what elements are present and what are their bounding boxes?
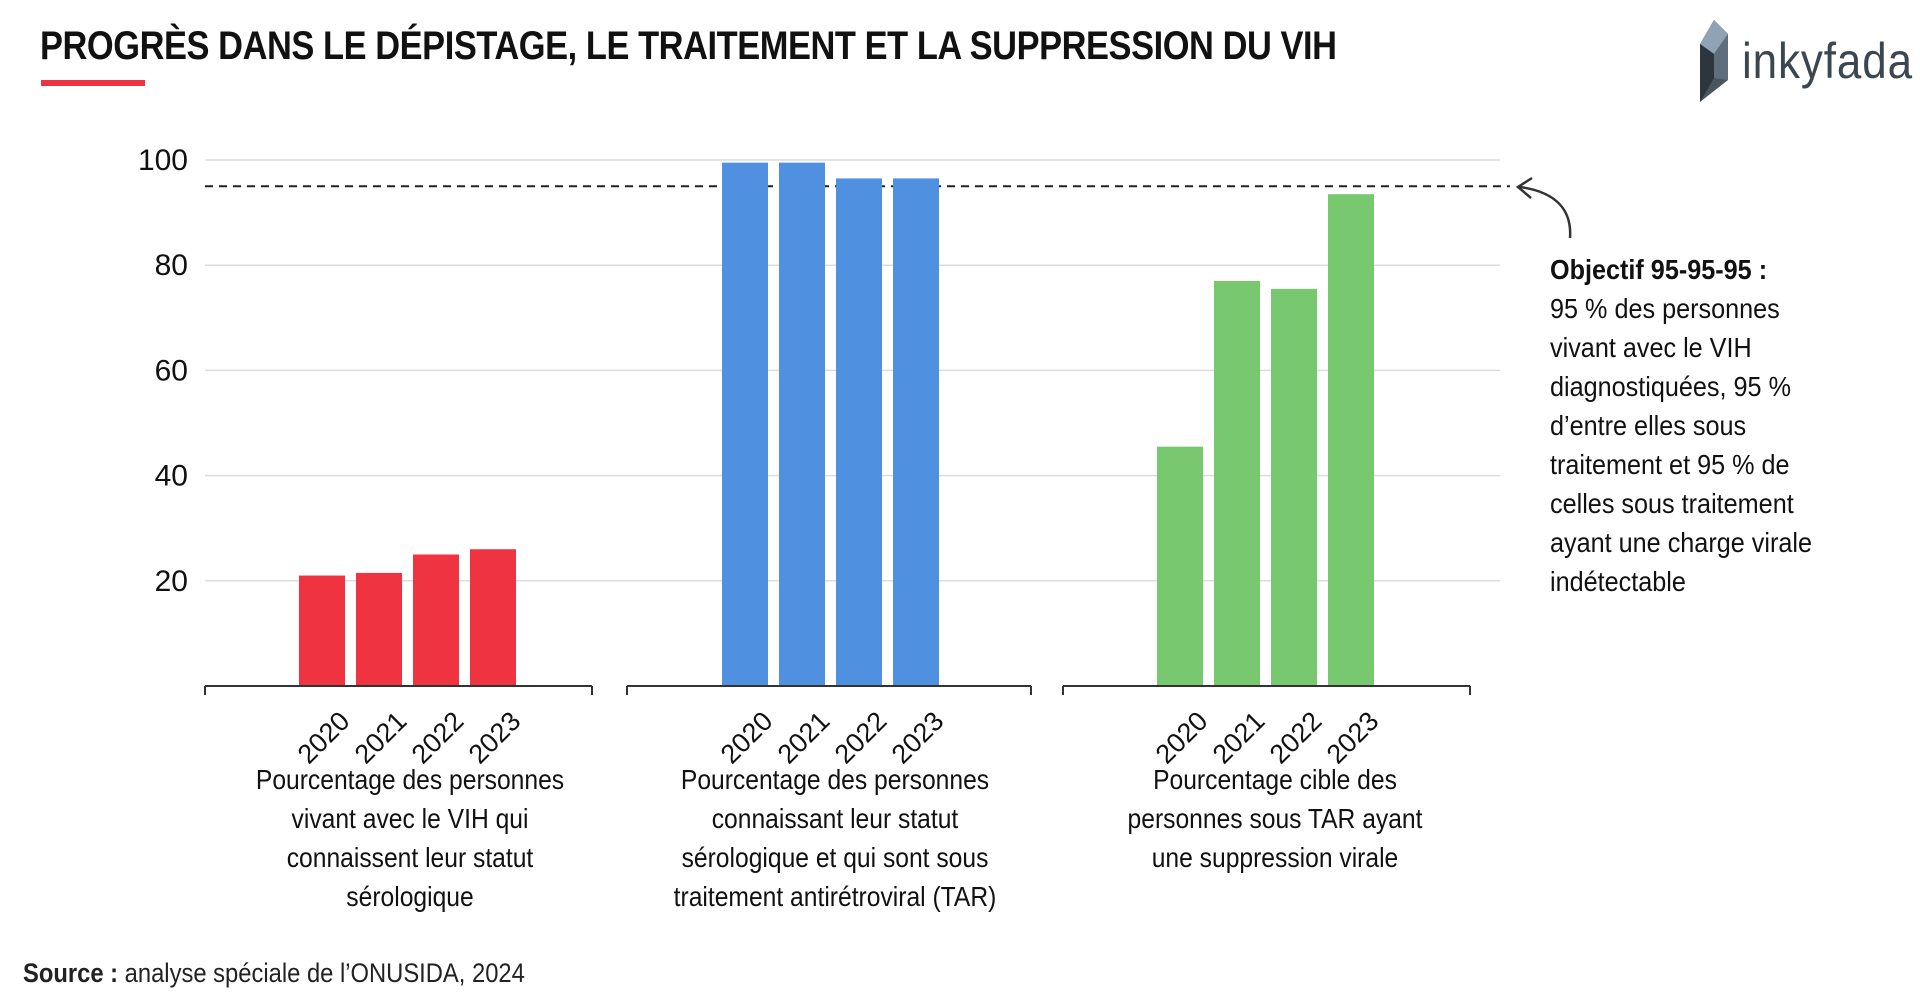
bar-group2-2020 [722,162,768,686]
annotation-body: 95 % des personnes vivant avec le VIH di… [1550,293,1812,597]
group-label-1: Pourcentage des personnes vivant avec le… [255,764,565,912]
bar-group2-2021 [779,162,825,686]
y-tick-label-40: 40 [155,460,188,493]
annotation-title: Objectif 95-95-95 : [1550,254,1768,285]
annotation-arrowhead-icon [1515,176,1533,199]
bar-group3-2023 [1328,194,1374,686]
bar-group2-2022 [836,178,882,686]
bar-layer [299,162,1374,686]
bar-group3-2020 [1157,446,1203,686]
logo-text: inkyfada [1742,33,1913,89]
title-underline [41,80,145,86]
bar-group1-2020 [299,575,345,686]
source-label: Source : [23,958,119,988]
y-tick-label-20: 20 [155,565,188,598]
group-label-3: Pourcentage cible des personnes sous TAR… [1127,764,1423,873]
source-text: analyse spéciale de l’ONUSIDA, 2024 [118,958,525,988]
source-note: Source : analyse spéciale de l’ONUSIDA, … [23,958,525,989]
y-tick-label-100: 100 [138,144,188,177]
y-tick-label-60: 60 [155,354,188,387]
logo-mark-icon [1700,20,1728,102]
annotation-layer [1515,176,1572,239]
chart-title: PROGRÈS DANS LE DÉPISTAGE, LE TRAITEMENT… [40,24,1337,68]
bar-group2-2023 [893,178,939,686]
bar-group1-2022 [413,554,459,686]
inkyfada-logo: inkyfada [1700,20,1920,102]
bar-group1-2021 [356,572,402,686]
annotation-arrow [1519,185,1572,239]
bar-group1-2023 [470,549,516,686]
y-tick-label-80: 80 [155,249,188,282]
target-annotation: Objectif 95-95-95 : 95 % des personnes v… [1550,250,1838,601]
bar-group3-2021 [1214,280,1260,686]
group-label-2: Pourcentage des personnes connaissant le… [673,764,997,912]
bar-group3-2022 [1271,288,1317,686]
